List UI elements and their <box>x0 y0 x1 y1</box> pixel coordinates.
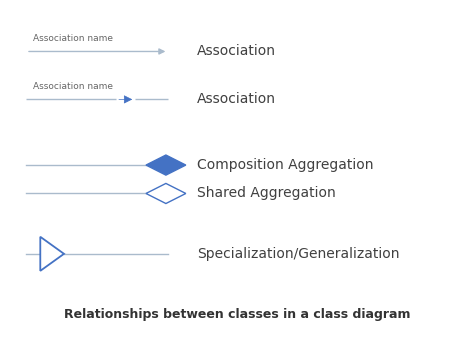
Text: Relationships between classes in a class diagram: Relationships between classes in a class… <box>64 308 410 321</box>
Text: Association: Association <box>197 44 276 59</box>
Polygon shape <box>146 155 186 175</box>
Polygon shape <box>40 237 64 271</box>
Text: Composition Aggregation: Composition Aggregation <box>197 158 373 172</box>
Text: Specialization/Generalization: Specialization/Generalization <box>197 247 399 261</box>
Text: Shared Aggregation: Shared Aggregation <box>197 186 336 201</box>
Polygon shape <box>146 184 186 203</box>
Text: Association name: Association name <box>34 34 113 43</box>
Text: Association name: Association name <box>34 82 113 91</box>
Text: Association: Association <box>197 92 276 106</box>
